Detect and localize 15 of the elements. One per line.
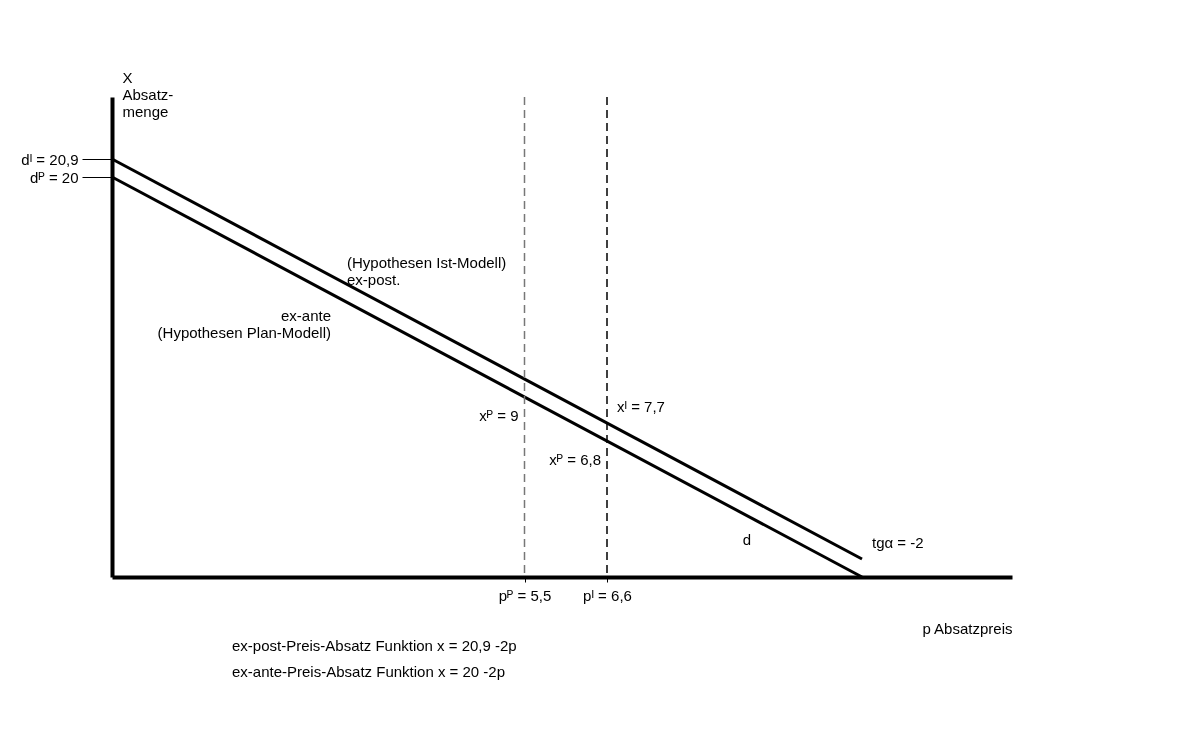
y-tick-label: dᴵ = 20,9 <box>21 150 79 168</box>
annotation: (Hypothesen Ist-Modell) ex-post. <box>347 254 507 288</box>
x-tick-label: pᴵ = 6,6 <box>583 586 632 604</box>
annotation: ex-ante (Hypothesen Plan-Modell) <box>157 307 331 341</box>
y-axis-title: X Absatz- menge <box>122 68 174 120</box>
annotation: xᴾ = 6,8 <box>549 451 601 468</box>
x-axis-title: p Absatzpreis <box>922 619 1013 637</box>
annotation: xᴵ = 7,7 <box>617 398 665 415</box>
text: ex-ante-Preis-Absatz Funktion x = 20 -2p <box>232 663 506 680</box>
y-tick-label: dᴾ = 20 <box>30 168 79 186</box>
annotation: d <box>742 531 751 548</box>
text: ex-post-Preis-Absatz Funktion x = 20,9 -2p <box>232 637 517 654</box>
annotation: xᴾ = 9 <box>479 407 519 424</box>
x-tick-label: pᴾ = 5,5 <box>498 586 552 604</box>
annotation: tgα = -2 <box>872 534 924 551</box>
